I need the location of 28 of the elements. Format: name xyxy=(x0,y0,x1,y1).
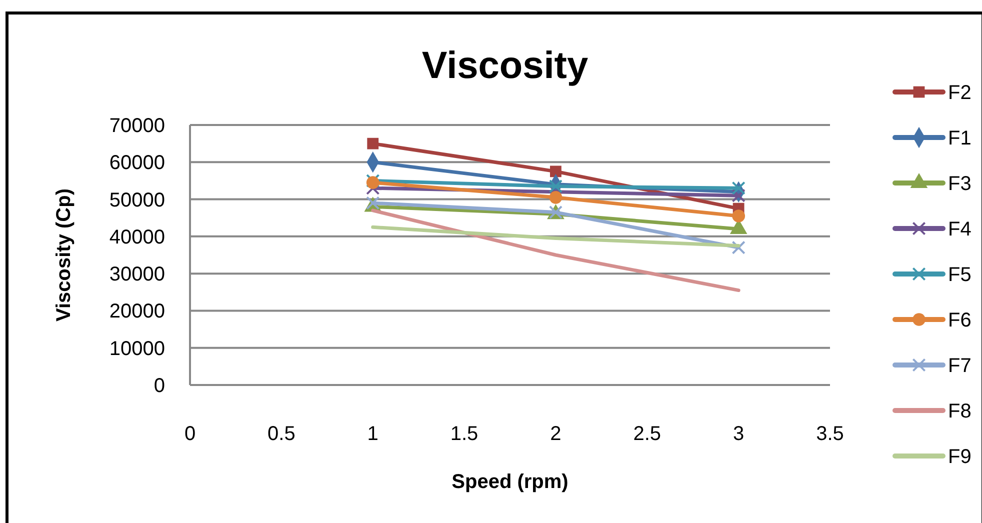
y-axis-title: Viscosity (Cp) xyxy=(53,188,75,322)
x-tick-label: 3 xyxy=(733,423,744,445)
y-tick-label: 50000 xyxy=(109,189,165,212)
y-tick-label: 60000 xyxy=(109,152,165,174)
y-tick-label: 20000 xyxy=(109,300,165,323)
legend-label: F2 xyxy=(948,82,972,104)
legend-label: F6 xyxy=(948,310,972,332)
y-tick-label: 30000 xyxy=(109,264,165,286)
x-tick-label: 1 xyxy=(367,423,378,445)
x-tick-label: 0 xyxy=(184,423,196,445)
y-tick-label: 70000 xyxy=(109,115,165,137)
x-tick-label: 1.5 xyxy=(450,423,478,445)
x-tick-label: 3.5 xyxy=(816,423,844,445)
x-tick-label: 0.5 xyxy=(268,423,296,445)
chart-title: Viscosity xyxy=(422,45,588,87)
x-axis-title: Speed (rpm) xyxy=(452,471,568,493)
y-tick-label: 40000 xyxy=(109,226,165,248)
x-tick-label: 2.5 xyxy=(633,423,662,445)
y-tick-label: 0 xyxy=(154,375,165,397)
legend-label: F7 xyxy=(948,355,972,377)
legend-label: F4 xyxy=(948,218,972,240)
legend-label: F3 xyxy=(948,173,972,195)
legend-label: F8 xyxy=(948,400,972,422)
x-tick-label: 2 xyxy=(550,423,562,445)
legend-label: F5 xyxy=(948,264,972,286)
legend-label: F9 xyxy=(948,446,972,468)
y-tick-label: 10000 xyxy=(109,338,165,360)
legend-label: F1 xyxy=(948,128,972,150)
